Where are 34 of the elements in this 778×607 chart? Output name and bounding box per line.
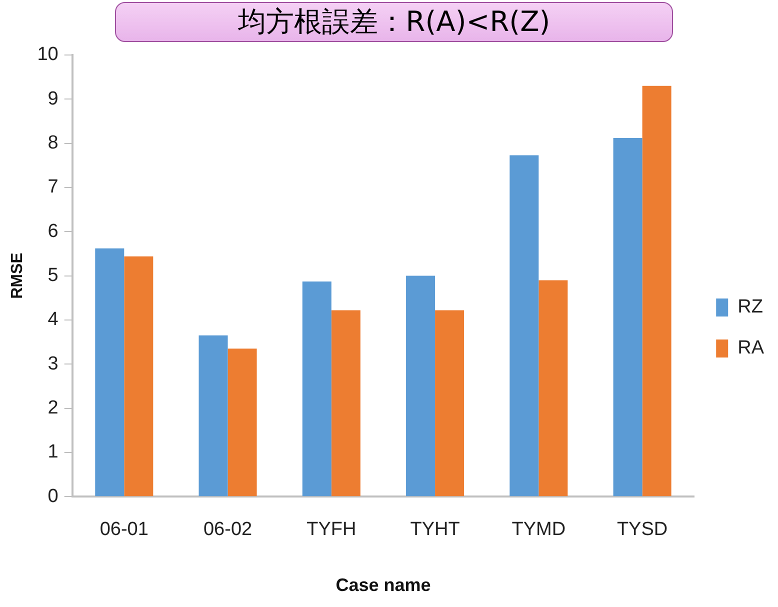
y-tick-label: 3 — [48, 353, 58, 374]
bar — [538, 280, 568, 496]
y-tick-label: 7 — [48, 176, 58, 198]
bar — [435, 310, 464, 496]
y-tick-label: 5 — [48, 265, 58, 286]
bar — [95, 248, 124, 496]
y-tick-label: 10 — [37, 44, 58, 66]
x-axis-title: Case name — [336, 575, 431, 596]
y-tick-label: 4 — [48, 309, 59, 330]
x-tick-label: TYFH — [306, 519, 356, 540]
y-tick-label: 6 — [48, 220, 58, 242]
bar — [613, 138, 642, 496]
x-tick-label: TYSD — [616, 519, 668, 540]
y-tick-label: 9 — [48, 88, 58, 110]
legend-label: RZ — [738, 296, 764, 318]
bar — [198, 335, 228, 496]
bar — [510, 155, 539, 496]
bar — [302, 282, 332, 496]
x-tick-label: 06-01 — [100, 519, 148, 540]
bar — [331, 310, 360, 496]
bar — [642, 86, 672, 496]
bar — [406, 276, 436, 496]
x-tick-label: TYMD — [512, 519, 566, 540]
legend-label: RA — [738, 338, 764, 359]
chart-title: 均方根誤差：R(A)<R(Z) — [115, 2, 673, 42]
x-tick-label: TYHT — [410, 519, 460, 540]
x-tick-label: 06-02 — [203, 519, 252, 540]
y-tick-label: 1 — [48, 442, 58, 463]
bar — [124, 256, 154, 496]
y-tick-label: 8 — [48, 132, 58, 154]
bar — [228, 348, 257, 496]
y-tick-label: 0 — [48, 486, 58, 507]
y-axis-title: RMSE — [9, 252, 26, 299]
y-tick-label: 2 — [48, 398, 58, 419]
